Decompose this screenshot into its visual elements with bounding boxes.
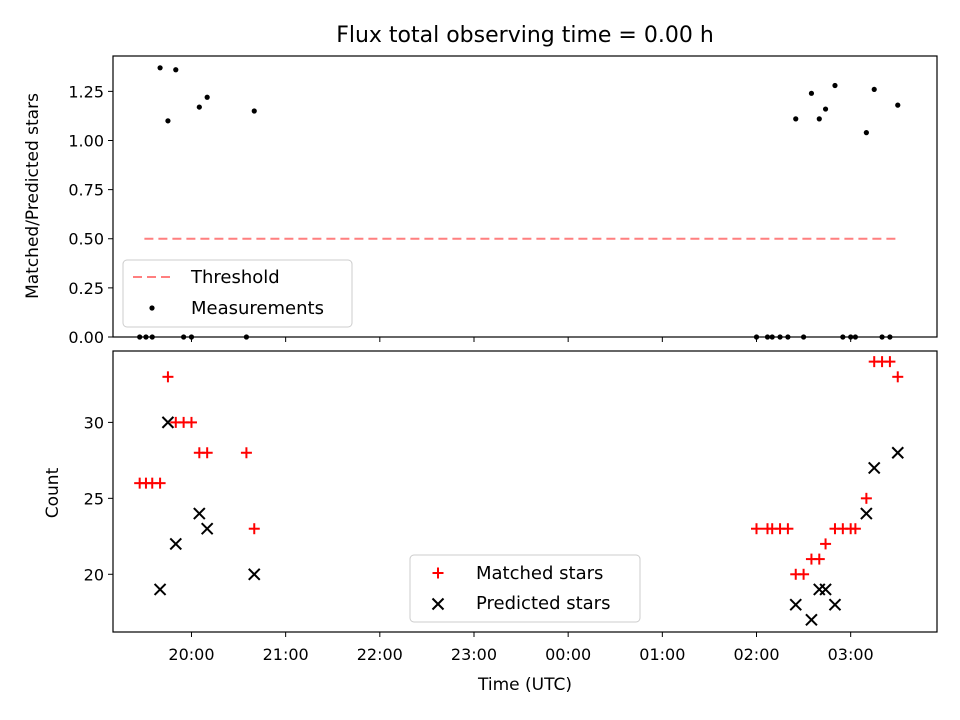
measurement-point [816,116,822,122]
count-panel: Count Time (UTC) Matched stars Predicted… [43,350,938,695]
predicted-star-point [789,598,802,611]
matched-star-point [798,568,810,580]
measurement-point [793,116,799,122]
x-tick-label: 22:00 [357,645,403,664]
top-legend-box [122,259,353,328]
predicted-stars-legend-label: Predicted stars [476,593,610,614]
predicted-star-point [200,522,214,535]
predicted-star-point [891,446,904,459]
measurements-legend-label: Measurements [191,298,324,319]
matched-star-point [884,356,896,368]
matched-star-point [820,538,832,550]
measurement-point [196,104,202,110]
predicted-star-point [153,583,167,596]
bottom-legend: Matched stars Predicted stars [409,554,641,623]
measurement-point [173,67,179,73]
measurement-point [204,94,210,100]
predicted-star-point [819,583,832,596]
top-y-tick-label: 0.75 [68,181,104,200]
measurement-point [251,108,257,114]
top-y-tick-label: 1.00 [68,131,104,150]
bottom-legend-box [409,554,641,623]
bottom-axes-frame [112,350,938,633]
measurement-point [822,106,829,112]
x-axis-label: Time (UTC) [477,675,572,695]
matched-star-point [154,477,166,489]
matched-star-point [162,371,174,383]
x-tick-label: 01:00 [639,645,685,664]
measurement-point [871,86,877,93]
bottom-y-axis-label: Count [43,467,63,518]
measurement-point [165,118,171,124]
predicted-star-point [248,568,261,581]
matched-star-point [751,523,763,535]
measurement-point [808,90,815,96]
top-y-tick-label: 0.25 [68,279,104,298]
matched-star-point [240,447,252,459]
predicted-stars-legend-swatch [431,597,445,611]
matched-star-point [849,523,861,535]
top-y-tick-label: 0.00 [68,328,104,347]
bottom-y-tick-label: 30 [84,413,104,432]
top-legend: Threshold Measurements [122,259,353,328]
predicted-stars-legend-marker [431,597,445,611]
x-tick-label: 21:00 [263,645,309,664]
matched-stars-legend-swatch [432,567,444,579]
predicted-star-point [169,537,182,551]
matched-stars-legend-marker [432,567,444,579]
matched-star-point [813,553,825,565]
x-tick-label: 03:00 [828,645,874,664]
top-y-tick-label: 0.50 [68,230,104,249]
measurements-legend-swatch [149,305,155,311]
x-tick-label: 20:00 [168,645,214,664]
matched-star-point [782,523,794,535]
matched-star-point [892,371,904,383]
chart-title: Flux total observing time = 0.00 h [336,23,714,48]
matched-star-point [185,416,197,428]
matched-star-point [201,447,213,459]
ratio-panel: Flux total observing time = 0.00 h Match… [23,23,938,340]
top-y-axis-label: Matched/Predicted stars [23,93,43,299]
predicted-star-point [868,461,881,475]
predicted-star-point [161,416,175,429]
predicted-star-point [828,598,842,611]
x-tick-label: 23:00 [451,645,497,664]
measurement-point [832,82,838,89]
matched-stars-legend-label: Matched stars [476,563,603,584]
predicted-star-point [193,507,206,520]
x-tick-label: 00:00 [545,645,591,664]
bottom-plot-area [134,356,904,627]
measurement-point [863,130,869,136]
top-y-tick-label: 1.25 [68,82,104,101]
bottom-y-tick-label: 20 [84,565,104,584]
x-tick-label: 02:00 [733,645,779,664]
bottom-y-tick-label: 25 [84,489,104,508]
top-axes-frame [112,55,938,338]
threshold-legend-label: Threshold [190,267,280,288]
predicted-star-point [860,507,873,520]
predicted-star-point [805,613,818,627]
matched-star-point [860,492,872,504]
measurement-point [895,102,901,108]
matched-star-point [248,523,260,535]
measurement-point [157,65,163,71]
